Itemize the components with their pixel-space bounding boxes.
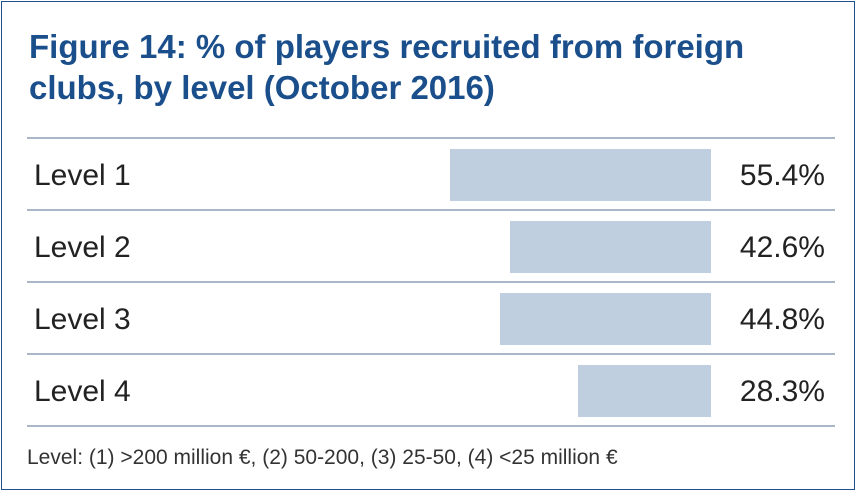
row-divider — [27, 137, 835, 139]
table-row: Level 3 44.8% — [27, 283, 835, 353]
chart-title-line-2: clubs, by level (October 2016) — [29, 69, 495, 106]
category-label: Level 2 — [34, 231, 131, 264]
category-label: Level 4 — [34, 375, 131, 408]
bar — [499, 293, 711, 345]
bar — [577, 365, 711, 417]
category-label: Level 3 — [34, 303, 131, 336]
row-divider — [27, 425, 835, 427]
bar — [510, 221, 711, 273]
chart-title-line-1: Figure 14: % of players recruited from f… — [29, 28, 745, 65]
row-divider — [27, 281, 835, 283]
bar — [450, 149, 711, 201]
row-divider — [27, 209, 835, 211]
value-label: 44.8% — [739, 303, 825, 336]
row-divider — [27, 353, 835, 355]
table-row: Level 2 42.6% — [27, 211, 835, 281]
value-label: 55.4% — [739, 159, 825, 192]
table-row: Level 4 28.3% — [27, 355, 835, 425]
chart-title: Figure 14: % of players recruited from f… — [29, 26, 819, 108]
value-label: 28.3% — [739, 375, 825, 408]
footnote: Level: (1) >200 million €, (2) 50-200, (… — [27, 446, 618, 469]
category-label: Level 1 — [34, 159, 131, 192]
value-label: 42.6% — [739, 231, 825, 264]
table-row: Level 1 55.4% — [27, 139, 835, 209]
